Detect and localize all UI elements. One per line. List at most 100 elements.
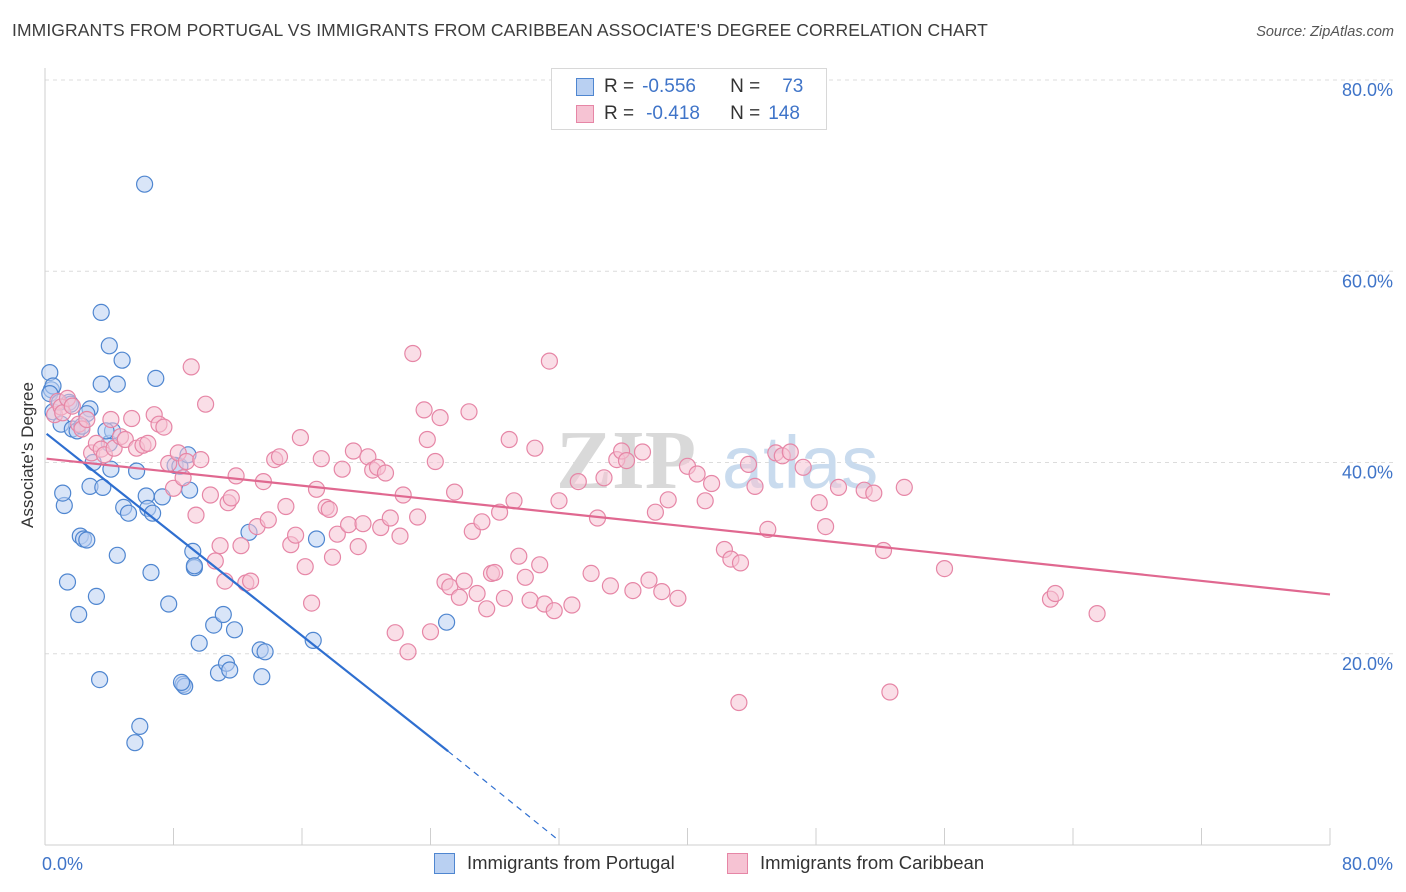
portugal-point [185, 557, 203, 575]
legend-r-label: R = [604, 103, 635, 124]
caribbean-point [391, 527, 409, 545]
caribbean-point [270, 448, 289, 466]
caribbean-point [291, 429, 309, 447]
caribbean-point [277, 497, 295, 516]
caribbean-point [404, 344, 422, 363]
portugal-point [147, 369, 165, 387]
legend-r-value: -0.556 [642, 76, 696, 97]
portugal-point [307, 530, 326, 548]
portugal-point [70, 605, 88, 624]
caribbean-point [478, 600, 496, 618]
caribbean-point [491, 503, 509, 521]
x-tick-label: 80.0% [1342, 854, 1393, 874]
caribbean-point [495, 589, 513, 607]
watermark: ZIP atlas [556, 414, 878, 507]
portugal-point [225, 621, 244, 639]
bottom-legend-swatch-blue [434, 852, 455, 874]
caribbean-point [829, 478, 848, 496]
caribbean-point [102, 410, 120, 429]
caribbean-point [232, 537, 250, 555]
caribbean-point [197, 395, 215, 413]
caribbean-point [688, 465, 706, 483]
portugal-point [160, 595, 178, 613]
caribbean-point [540, 352, 559, 370]
portugal-point [78, 531, 96, 549]
legend-row-portugal: R = -0.556 N = 73 [576, 75, 803, 99]
portugal-point [128, 462, 146, 480]
caribbean-point [640, 571, 658, 589]
caribbean-point [431, 409, 449, 427]
caribbean-point [344, 442, 362, 460]
caribbean-point [696, 492, 714, 510]
caribbean-point [155, 418, 173, 436]
caribbean-point [78, 410, 96, 429]
caribbean-point [320, 500, 338, 518]
caribbean-point [287, 526, 305, 544]
caribbean-point [521, 591, 539, 609]
legend-n-label: N = [730, 103, 761, 124]
caribbean-point [746, 477, 764, 495]
portugal-point [205, 616, 223, 634]
legend-r-value: -0.418 [646, 103, 700, 124]
y-tick-label: 20.0% [1342, 654, 1393, 674]
portugal-point [131, 717, 149, 736]
caribbean-point [333, 460, 351, 478]
portugal-point [102, 460, 120, 478]
caribbean-point [646, 503, 665, 521]
caribbean-point [349, 537, 367, 556]
caribbean-point [187, 506, 205, 524]
portugal-point [108, 546, 126, 564]
caribbean-point [569, 473, 587, 491]
portugal-point [108, 375, 126, 393]
axes [44, 68, 1331, 846]
portugal-trend-extension [447, 750, 558, 840]
portugal-point [304, 631, 322, 650]
caribbean-point [63, 397, 81, 415]
caribbean-point [505, 492, 523, 510]
caribbean-point [874, 541, 893, 560]
caribbean-point [545, 602, 563, 620]
caribbean-point [192, 451, 210, 469]
portugal-point [144, 504, 162, 522]
caribbean-point [421, 623, 440, 641]
caribbean-point [468, 584, 486, 603]
bottom-legend-swatch-pink [727, 852, 748, 874]
y-axis-label: Associate's Degree [18, 382, 37, 528]
caribbean-point [399, 643, 417, 661]
correlation-legend: R = -0.556 N = 73 R = -0.418 N = 148 [551, 68, 827, 130]
portugal-point [221, 661, 239, 679]
caribbean-point [415, 401, 433, 419]
portugal-trend-line [45, 432, 449, 753]
caribbean-point [182, 358, 200, 376]
caribbean-point [460, 403, 478, 421]
caribbean-point [563, 596, 581, 614]
legend-n-value: 148 [768, 103, 800, 124]
portugal-point [58, 573, 77, 591]
caribbean-point [816, 517, 835, 536]
caribbean-point [759, 520, 777, 539]
caribbean-point [242, 572, 260, 590]
caribbean-point [582, 564, 600, 583]
caribbean-point [409, 508, 427, 526]
bottom-legend-portugal: Immigrants from Portugal [434, 852, 675, 874]
caribbean-point [669, 589, 687, 607]
caribbean-point [376, 464, 395, 482]
caribbean-point [386, 624, 404, 642]
caribbean-point [139, 434, 157, 452]
caribbean-point [500, 430, 518, 449]
caribbean-point [455, 572, 473, 590]
legend-n-label: N = [730, 76, 761, 97]
caribbean-point [259, 511, 277, 529]
caribbean-point [177, 452, 195, 471]
caribbean-point [935, 559, 954, 578]
portugal-point [119, 504, 138, 522]
portugal-point [87, 587, 106, 606]
caribbean-point [550, 492, 568, 510]
x-tick-label: 0.0% [42, 854, 83, 874]
caribbean-point [633, 443, 652, 461]
caribbean-point [794, 458, 812, 476]
bottom-legend-label: Immigrants from Caribbean [760, 852, 985, 873]
caribbean-point [510, 547, 528, 565]
portugal-point [92, 375, 110, 393]
trend-lines [45, 432, 1331, 840]
